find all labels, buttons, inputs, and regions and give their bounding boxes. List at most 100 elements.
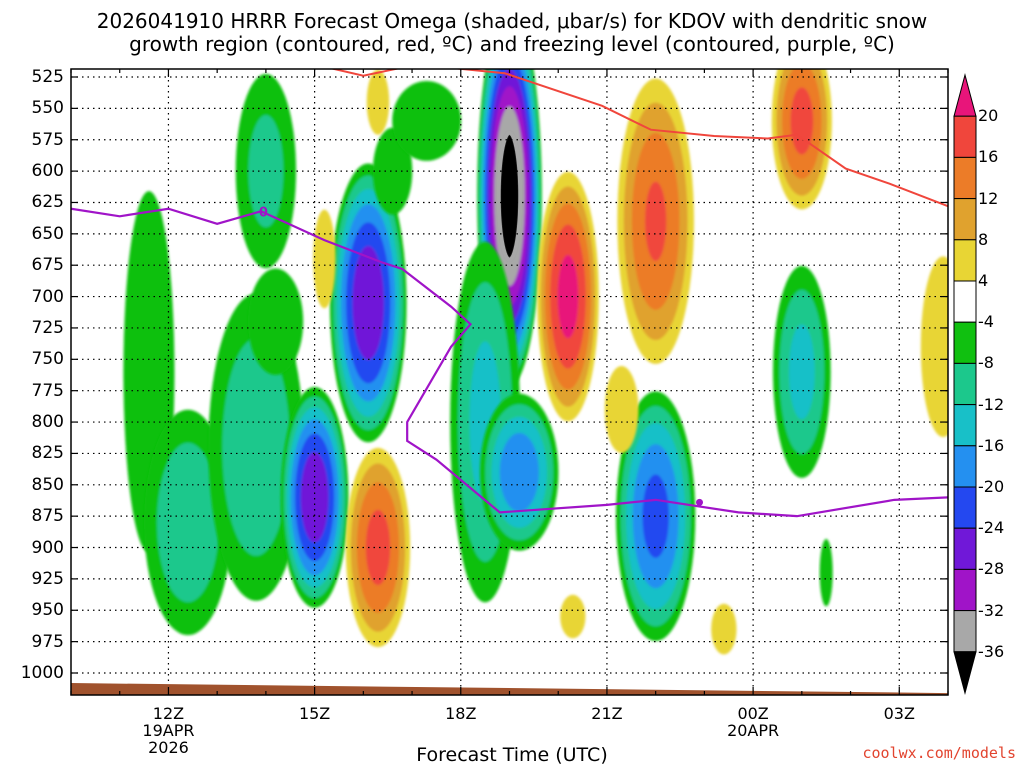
x-tick-label: 21Z <box>591 704 623 723</box>
plot-overlay <box>70 68 949 696</box>
colorbar-label: -4 <box>978 312 994 332</box>
omega-negative-cell <box>480 393 559 551</box>
omega-negative-contour-fill <box>300 452 329 543</box>
y-tick-label: 675 <box>31 255 64 276</box>
colorbar-top-arrow <box>953 73 977 117</box>
x-tick-label: 18Z <box>445 704 477 723</box>
omega-positive-contour-fill <box>604 366 639 453</box>
colorbar-label: -28 <box>978 559 1005 579</box>
x-tick-year-label: 2026 <box>148 738 189 757</box>
omega-positive-contour-fill <box>560 594 586 639</box>
colorbar-label: -20 <box>978 477 1005 496</box>
omega-negative-cell <box>248 268 304 375</box>
omega-positive-contour-fill <box>645 181 667 261</box>
y-tick-label: 625 <box>31 192 64 213</box>
y-tick-label: 650 <box>31 223 64 244</box>
chart-title-line2: growth region (contoured, red, ºC) and f… <box>129 32 895 56</box>
omega-positive-contour-fill <box>920 256 948 438</box>
y-tick-label: 600 <box>31 161 64 182</box>
colorbar-label: -36 <box>978 641 1005 661</box>
omega-negative-cell <box>280 386 349 608</box>
colorbar <box>953 73 977 695</box>
colorbar-bottom-arrow <box>953 651 977 695</box>
x-tick-label: 03Z <box>883 704 915 723</box>
omega-positive-cell <box>560 594 586 639</box>
y-tick-label: 775 <box>31 380 64 401</box>
freezing-level-marker <box>696 498 704 506</box>
y-tick-label: 850 <box>31 474 64 495</box>
omega-negative-contour-fill <box>352 245 384 360</box>
dendritic-growth-contour <box>329 69 948 208</box>
omega-negative-cell <box>235 73 297 269</box>
colorbar-segment <box>953 156 977 200</box>
omega-positive-contour-fill <box>790 87 814 155</box>
y-tick-label: 575 <box>31 129 64 150</box>
y-tick-label: 825 <box>31 443 64 464</box>
omega-positive-contour-fill <box>557 254 579 339</box>
credit-link[interactable]: coolwx.com/models <box>862 744 1016 762</box>
omega-positive-cell <box>920 256 948 438</box>
omega-negative-cell <box>773 265 831 478</box>
colorbar-segment <box>953 610 977 653</box>
colorbar-label: 12 <box>978 188 999 208</box>
colorbar-segment <box>953 527 977 570</box>
omega-positive-contour-fill <box>313 209 336 309</box>
omega-negative-contour-fill <box>819 538 833 607</box>
colorbar-segment <box>953 362 977 406</box>
omega-positive-cell <box>771 69 832 210</box>
omega-positive-contour-fill <box>365 509 391 586</box>
omega-positive-cell <box>617 78 695 364</box>
omega-core-outline <box>496 130 523 262</box>
freezing-level-contour <box>71 207 948 518</box>
omega-negative-cell <box>392 80 462 161</box>
y-tick-label: 750 <box>31 349 64 370</box>
y-tick-label: 700 <box>31 286 64 307</box>
colorbar-label: 16 <box>978 147 999 167</box>
omega-negative-cell <box>329 163 407 443</box>
x-tick-date-label: 19APR <box>142 721 195 740</box>
omega-positive-cell <box>345 447 411 648</box>
colorbar-segment <box>953 321 977 364</box>
y-tick-label: 875 <box>31 506 64 527</box>
colorbar-segment <box>953 280 977 323</box>
y-tick-label: 525 <box>31 67 64 87</box>
omega-negative-contour-fill <box>248 114 284 228</box>
omega-negative-cell <box>372 127 413 215</box>
omega-negative-contour-fill <box>222 338 290 556</box>
plot-area: 0 <box>71 69 948 695</box>
y-tick-label: 900 <box>31 537 64 558</box>
omega-negative-contour-fill <box>248 268 304 375</box>
omega-negative-cell <box>819 538 833 607</box>
colorbar-segment <box>953 115 977 158</box>
colorbar-label: -32 <box>978 600 1005 620</box>
omega-positive-cell <box>537 171 599 422</box>
y-tick-label: 800 <box>31 412 64 433</box>
colorbar-segment <box>953 568 977 612</box>
y-tick-label: 925 <box>31 568 64 589</box>
colorbar-label: -24 <box>978 518 1005 538</box>
x-tick-label: 15Z <box>298 704 331 723</box>
colorbar-label: 8 <box>978 229 989 249</box>
colorbar-label: -12 <box>978 394 1005 414</box>
omega-positive-contour-fill <box>711 603 737 655</box>
omega-negative-contour-fill <box>642 474 669 558</box>
omega-negative-contour-fill <box>392 80 462 161</box>
y-tick-label: 1000 <box>20 663 64 683</box>
colorbar-label: -8 <box>978 353 994 373</box>
terrain <box>71 683 948 695</box>
y-tick-label: 950 <box>31 600 64 621</box>
colorbar-segment <box>953 486 977 529</box>
colorbar-segment <box>953 404 977 447</box>
omega-positive-contour-fill <box>366 69 390 135</box>
y-tick-label: 975 <box>31 631 64 652</box>
omega-negative-contour-fill <box>498 132 521 260</box>
x-axis-label: Forecast Time (UTC) <box>416 744 608 766</box>
omega-negative-contour-fill <box>788 324 815 420</box>
colorbar-label: 20 <box>978 106 999 126</box>
omega-positive-cell <box>366 69 390 135</box>
colorbar-segment <box>953 198 977 241</box>
colorbar-segment <box>953 239 977 282</box>
x-tick-date-label: 20APR <box>727 721 780 740</box>
omega-negative-contour-fill <box>372 127 413 215</box>
